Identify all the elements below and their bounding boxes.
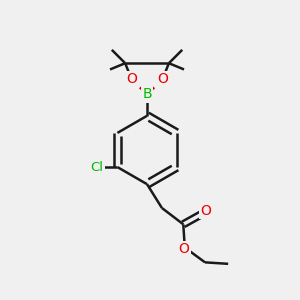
Text: O: O: [200, 204, 211, 218]
Text: O: O: [179, 242, 190, 256]
Text: B: B: [142, 87, 152, 101]
Text: Cl: Cl: [91, 160, 104, 174]
Text: O: O: [157, 72, 168, 86]
Text: O: O: [126, 72, 137, 86]
